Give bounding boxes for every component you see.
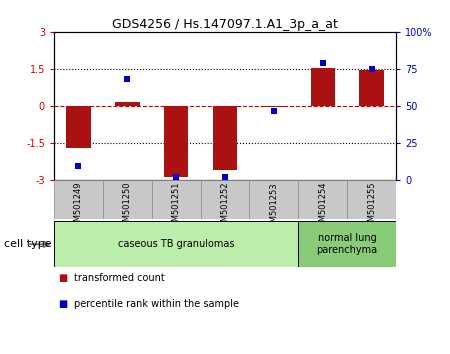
Title: GDS4256 / Hs.147097.1.A1_3p_a_at: GDS4256 / Hs.147097.1.A1_3p_a_at bbox=[112, 18, 338, 31]
Text: GSM501250: GSM501250 bbox=[123, 182, 132, 233]
Text: cell type: cell type bbox=[4, 239, 52, 249]
Bar bbox=[298, 221, 396, 267]
Text: GSM501249: GSM501249 bbox=[74, 182, 83, 233]
Bar bbox=[54, 181, 103, 219]
Bar bbox=[66, 106, 90, 148]
Bar bbox=[261, 106, 286, 107]
Bar bbox=[360, 70, 384, 106]
Bar bbox=[152, 181, 201, 219]
Text: GSM501255: GSM501255 bbox=[367, 182, 376, 233]
Text: caseous TB granulomas: caseous TB granulomas bbox=[118, 239, 234, 249]
Text: GSM501251: GSM501251 bbox=[171, 182, 180, 233]
Bar bbox=[347, 181, 396, 219]
Bar bbox=[310, 68, 335, 106]
Text: GSM501254: GSM501254 bbox=[318, 182, 327, 233]
Text: ■: ■ bbox=[58, 299, 68, 309]
Text: GSM501253: GSM501253 bbox=[270, 182, 279, 233]
Text: GSM501252: GSM501252 bbox=[220, 182, 230, 233]
Bar bbox=[249, 181, 298, 219]
Text: percentile rank within the sample: percentile rank within the sample bbox=[74, 299, 239, 309]
Bar bbox=[103, 181, 152, 219]
Text: ■: ■ bbox=[58, 273, 68, 283]
Bar bbox=[115, 102, 140, 106]
Bar bbox=[213, 106, 237, 171]
Bar bbox=[298, 181, 347, 219]
Text: normal lung
parenchyma: normal lung parenchyma bbox=[317, 233, 378, 255]
Bar bbox=[164, 106, 189, 177]
Bar bbox=[201, 181, 249, 219]
Text: transformed count: transformed count bbox=[74, 273, 165, 283]
Bar bbox=[54, 221, 298, 267]
